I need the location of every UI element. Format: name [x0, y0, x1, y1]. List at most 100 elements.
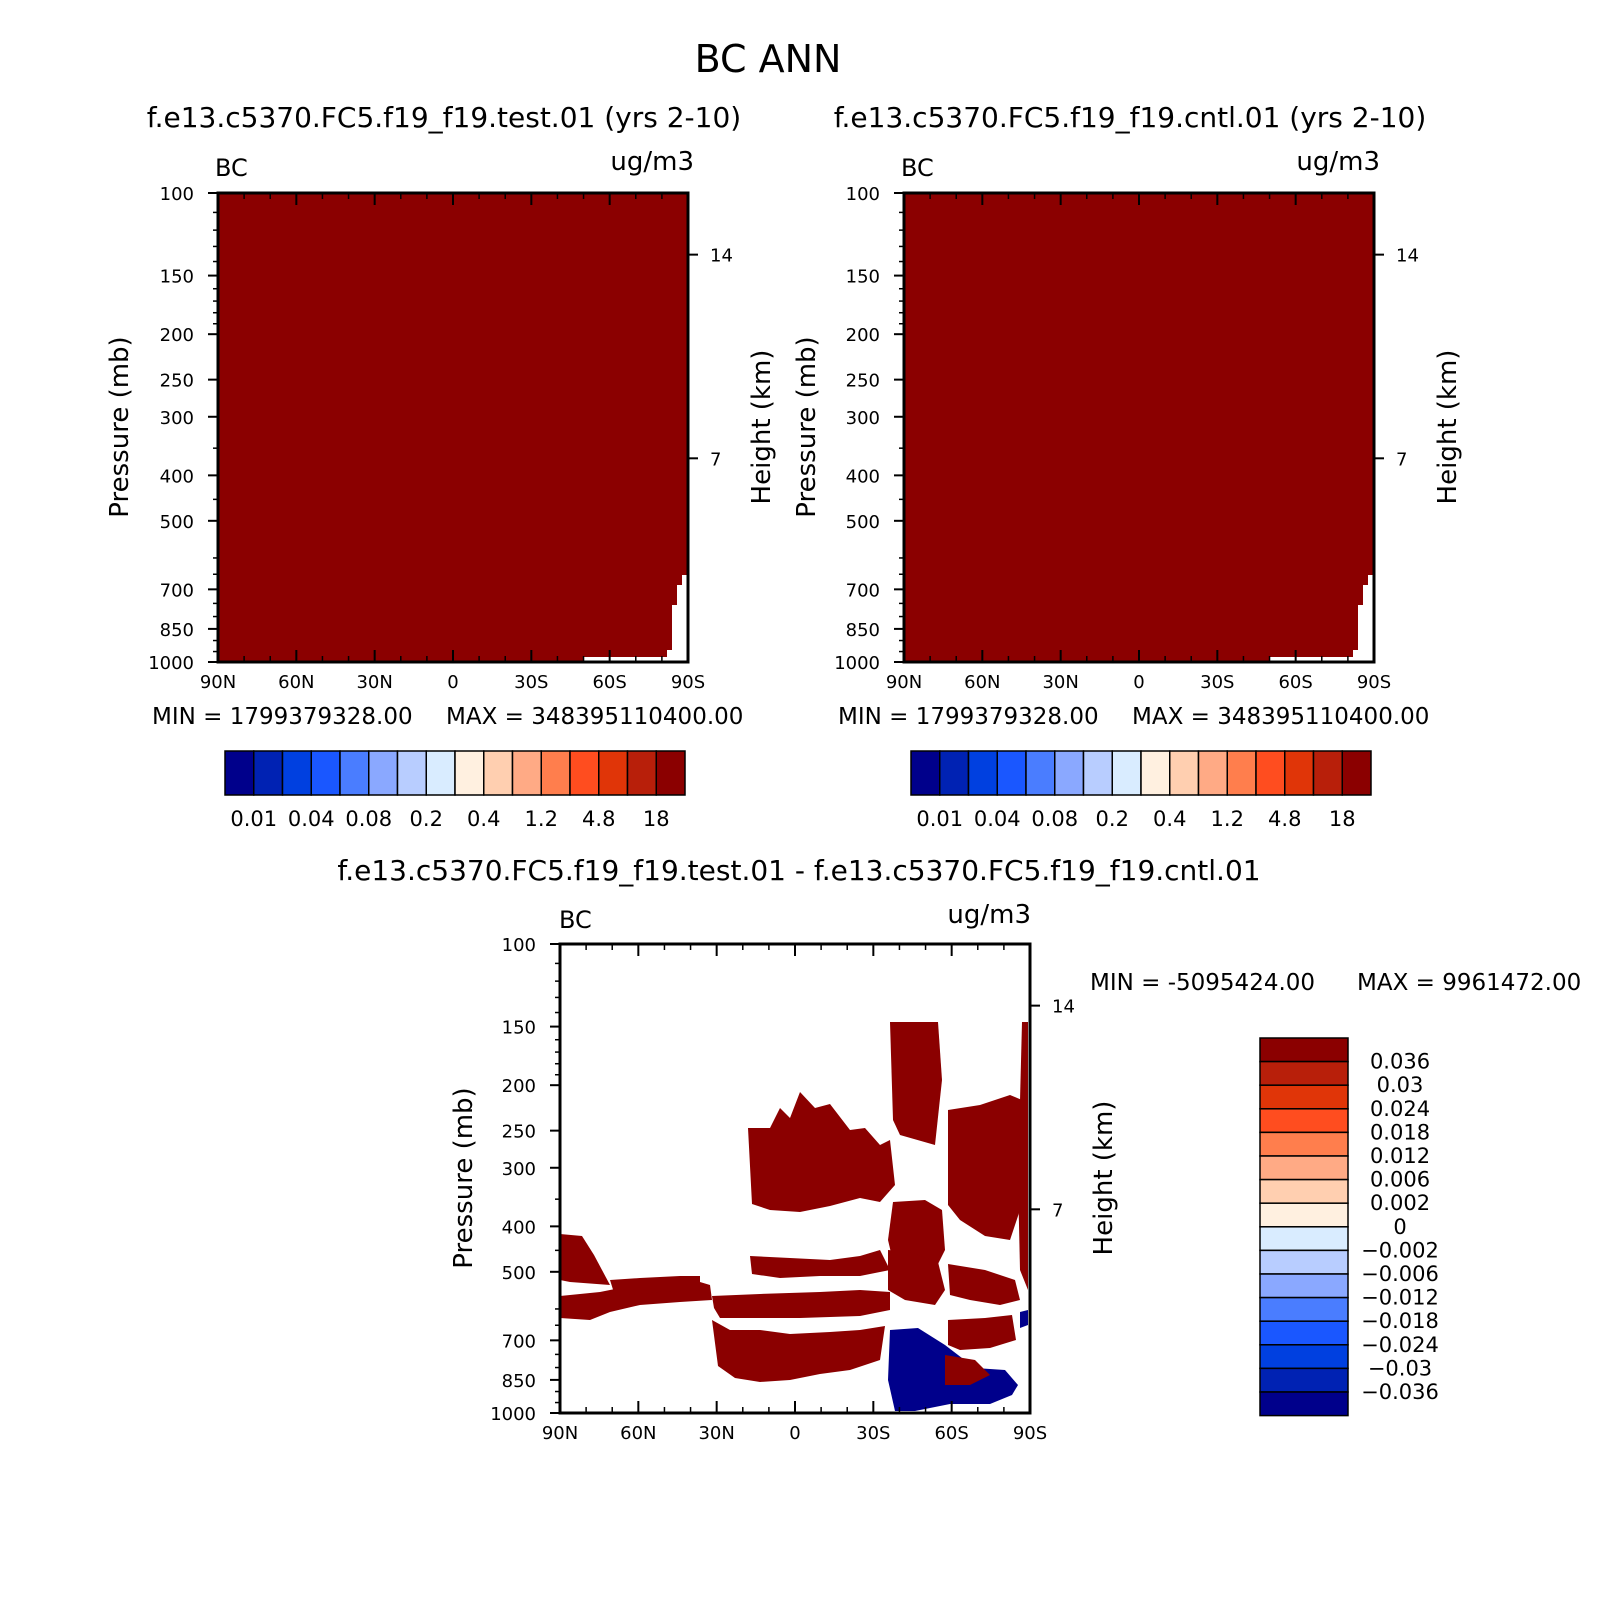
x-tick-label: 30N: [698, 1423, 734, 1444]
y-tick-label: 700: [502, 1331, 536, 1352]
panel-test: f.e13.c5370.FC5.f19_f19.test.01 (yrs 2-1…: [105, 101, 777, 831]
y-tick-label: 400: [846, 466, 880, 487]
colorbar-box: [569, 750, 600, 796]
diff-region-pos: [750, 1250, 890, 1278]
y-tick-label: 150: [160, 267, 194, 288]
x-tick-label: 0: [789, 1423, 800, 1444]
colorbar-box: [1259, 1391, 1349, 1417]
y-tick-label: 500: [160, 512, 194, 533]
colorbar-box: [1197, 750, 1228, 796]
panel-cntl-field: [904, 193, 1374, 662]
colorbar-box: [1259, 1367, 1349, 1393]
x-tick-label: 90S: [671, 672, 705, 693]
panel-cntl-min: MIN = 1799379328.00: [838, 704, 1099, 730]
y2-tick-label: 14: [710, 246, 733, 267]
panel-diff-min: MIN = -5095424.00: [1090, 970, 1315, 996]
y-tick-label: 250: [846, 371, 880, 392]
y-tick-label: 850: [846, 620, 880, 641]
panel-cntl-y-axis: 100 150 200 250 300 400 500 700 850 1000: [834, 184, 904, 674]
panel-diff-y2label: Height (km): [1089, 1101, 1119, 1256]
x-tick-label: 30S: [856, 1423, 890, 1444]
colorbar-box: [1255, 750, 1286, 796]
colorbar-box: [1259, 1202, 1349, 1228]
colorbar-label: 0.04: [974, 807, 1021, 831]
panel-test-variable: BC: [215, 154, 248, 182]
panel-test-min: MIN = 1799379328.00: [152, 704, 413, 730]
panel-cntl-fill: [904, 193, 1374, 662]
y-tick-label: 700: [160, 580, 194, 601]
colorbar-label: −0.018: [1361, 1309, 1439, 1333]
x-tick-label: 60N: [620, 1423, 656, 1444]
colorbar-box: [626, 750, 657, 796]
colorbar-label: 0.006: [1370, 1168, 1430, 1192]
x-tick-label: 30S: [1200, 672, 1234, 693]
y-tick-label: 300: [160, 408, 194, 429]
panel-test-units: ug/m3: [610, 147, 694, 177]
y-tick-label: 500: [846, 512, 880, 533]
panel-test-title: f.e13.c5370.FC5.f19_f19.test.01 (yrs 2-1…: [147, 101, 741, 134]
colorbar-box: [1169, 750, 1200, 796]
colorbar-label: 0.012: [1370, 1144, 1430, 1168]
y2-tick-label: 7: [1052, 1200, 1063, 1221]
x-tick-label: 90N: [886, 672, 922, 693]
colorbar-label: 0: [1393, 1215, 1406, 1239]
x-tick-label: 90N: [200, 672, 236, 693]
colorbar-label: 0.01: [916, 807, 963, 831]
colorbar-label: −0.006: [1361, 1262, 1439, 1286]
panel-test-x-axis: 90N 60N 30N 0 30S 60S 90S: [200, 193, 705, 693]
colorbar-box: [339, 750, 370, 796]
panel-cntl-gap: [1270, 575, 1374, 662]
diff-region-pos: [560, 1282, 712, 1320]
panel-diff-colorbar: 0.0360.030.0240.0180.0120.0060.0020−0.00…: [1259, 1037, 1439, 1417]
y-tick-label: 1000: [148, 653, 194, 674]
panel-cntl-colorbar: 0.01 0.04 0.08 0.2 0.4 1.2 4.8 18: [910, 750, 1372, 831]
panel-cntl-max: MAX = 348395110400.00: [1132, 704, 1429, 730]
panel-test-field: [218, 193, 688, 662]
diff-region-pos: [610, 1276, 700, 1296]
x-tick-label: 0: [447, 672, 458, 693]
colorbar-box: [1082, 750, 1113, 796]
colorbar-label: −0.03: [1368, 1356, 1432, 1380]
y-tick-label: 250: [502, 1122, 536, 1143]
colorbar-label: 0.4: [467, 807, 500, 831]
panel-test-ylabel: Pressure (mb): [105, 336, 135, 517]
colorbar-box: [1259, 1226, 1349, 1252]
colorbar-box: [425, 750, 456, 796]
y-tick-label: 250: [160, 371, 194, 392]
diff-region-pos: [948, 1264, 1020, 1305]
diff-region-pos: [890, 1022, 942, 1145]
diff-region-pos: [748, 1092, 895, 1212]
colorbar-box: [939, 750, 970, 796]
diff-region-pos: [560, 1234, 610, 1285]
colorbar-box: [1259, 1296, 1349, 1322]
y2-tick-label: 14: [1052, 997, 1075, 1018]
x-tick-label: 0: [1133, 672, 1144, 693]
colorbar-label: −0.002: [1361, 1238, 1439, 1262]
colorbar-box: [1341, 750, 1372, 796]
y-tick-label: 100: [846, 184, 880, 205]
colorbar-box: [1025, 750, 1056, 796]
colorbar-label: −0.036: [1361, 1380, 1439, 1404]
colorbar-box: [281, 750, 312, 796]
panel-diff-title: f.e13.c5370.FC5.f19_f19.test.01 - f.e13.…: [337, 854, 1260, 887]
x-tick-label: 90N: [542, 1423, 578, 1444]
y-tick-label: 200: [502, 1076, 536, 1097]
colorbar-box: [598, 750, 629, 796]
colorbar-label: 0.04: [288, 807, 335, 831]
diff-region-pos: [888, 1250, 945, 1305]
colorbar-label: −0.012: [1361, 1286, 1439, 1310]
y-tick-label: 200: [846, 325, 880, 346]
diff-region-pos: [945, 1355, 990, 1385]
colorbar-box: [1259, 1037, 1349, 1063]
panel-diff-units: ug/m3: [947, 900, 1031, 930]
x-tick-label: 30N: [1042, 672, 1078, 693]
colorbar-box: [1259, 1155, 1349, 1181]
y2-tick-label: 7: [1396, 449, 1407, 470]
y-tick-label: 300: [502, 1159, 536, 1180]
y-tick-label: 1000: [834, 653, 880, 674]
colorbar-label: 1.2: [525, 807, 558, 831]
panel-test-y-axis: 100 150 200 250 300 400 500 700 850 1000: [148, 184, 218, 674]
colorbar-box: [368, 750, 399, 796]
colorbar-box: [253, 750, 284, 796]
y-tick-label: 1000: [490, 1404, 536, 1425]
